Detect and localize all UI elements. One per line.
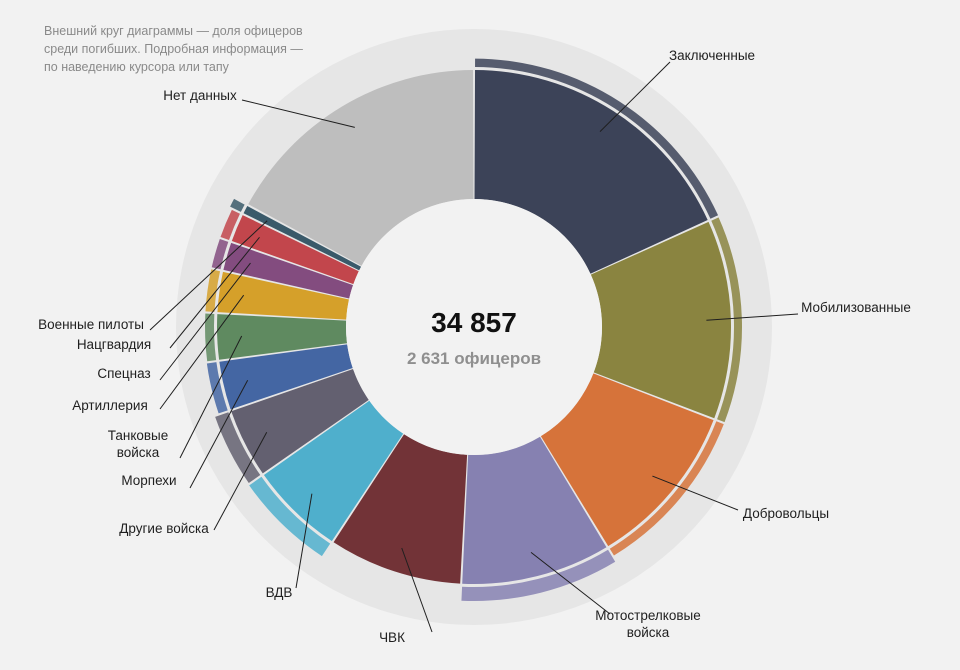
center-officers: 2 631 офицеров xyxy=(407,349,541,368)
slice-4-label: Мотострелковые войска xyxy=(595,608,700,640)
slice-10-leader-line xyxy=(159,294,245,410)
slice-6-leader-line xyxy=(295,493,313,589)
slice-11-officer-segment[interactable] xyxy=(211,238,229,270)
slice-5-leader-line xyxy=(401,547,433,633)
slice-12-label: Нацгвардия xyxy=(77,337,151,352)
center-hole xyxy=(346,199,602,455)
slice-7-leader-line xyxy=(213,432,268,531)
slice-3-wedge[interactable] xyxy=(540,373,714,547)
slice-11-label: Спецназ xyxy=(97,366,150,381)
slice-9-label: Танковые войска xyxy=(108,428,169,460)
slice-4-leader-line xyxy=(530,552,611,615)
slice-14-wedge[interactable] xyxy=(248,70,474,266)
slice-12-officer-segment[interactable] xyxy=(220,209,240,240)
slice-4-officer-segment[interactable] xyxy=(461,549,616,601)
slice-8-label: Морпехи xyxy=(121,473,176,488)
slice-3-officer-segment[interactable] xyxy=(609,421,724,556)
slice-2-leader-line xyxy=(706,313,799,321)
slice-8-leader-line xyxy=(189,379,249,489)
chart-note-line-1: Внешний круг диаграммы — доля офицеров xyxy=(44,24,303,38)
slice-11-leader-line xyxy=(159,262,251,381)
slice-6-wedge[interactable] xyxy=(263,400,404,542)
center-total: 34 857 xyxy=(431,307,517,338)
slice-8-officer-segment[interactable] xyxy=(206,362,228,414)
slice-11-wedge[interactable] xyxy=(223,242,354,299)
slice-13-wedge[interactable] xyxy=(243,205,362,271)
slice-4-wedge[interactable] xyxy=(462,436,607,584)
slice-6-officer-segment[interactable] xyxy=(249,476,331,557)
slice-9-officer-segment[interactable] xyxy=(205,313,217,362)
chart-note-line-3: по наведению курсора или тапу xyxy=(44,60,229,74)
slice-13-leader-line xyxy=(149,220,268,331)
slice-3-label: Добровольцы xyxy=(743,506,829,521)
slice-13-label: Военные пилоты xyxy=(38,317,144,332)
slice-9-leader-line xyxy=(179,335,243,459)
slice-1-officer-segment[interactable] xyxy=(475,58,719,219)
slice-10-wedge[interactable] xyxy=(217,271,349,320)
slice-1-label: Заключенные xyxy=(669,48,755,63)
slice-14-leader-line xyxy=(241,99,355,128)
slice-7-label: Другие войска xyxy=(119,521,209,536)
slice-2-wedge[interactable] xyxy=(590,221,731,419)
chart-note: Внешний круг диаграммы — доля офицеров с… xyxy=(44,22,334,76)
slice-10-label: Артиллерия xyxy=(72,398,148,413)
slice-3-leader-line xyxy=(652,475,739,511)
slice-6-label: ВДВ xyxy=(266,585,293,600)
slice-12-wedge[interactable] xyxy=(231,215,359,285)
slice-2-label: Мобилизованные xyxy=(801,300,911,315)
chart-note-line-2: среди погибших. Подробная информация — xyxy=(44,42,303,56)
slice-13-officer-segment[interactable] xyxy=(230,198,245,212)
slice-14-label: Нет данных xyxy=(163,88,237,103)
slice-labels: Заключенные Мобилизованные Добровольцы Мото… xyxy=(38,48,911,645)
slice-1-wedge[interactable] xyxy=(474,70,708,274)
slice-10-officer-segment[interactable] xyxy=(205,269,221,312)
slice-9-wedge[interactable] xyxy=(217,314,348,360)
slice-5-label: ЧВК xyxy=(379,630,405,645)
slice-5-wedge[interactable] xyxy=(333,434,468,584)
slice-8-wedge[interactable] xyxy=(219,344,353,410)
officer-ring-segments xyxy=(205,58,742,601)
slice-2-officer-segment[interactable] xyxy=(711,217,742,423)
slice-12-leader-line xyxy=(169,237,260,349)
slice-7-wedge[interactable] xyxy=(231,368,369,474)
donut-slices xyxy=(217,70,731,584)
slice-1-leader-line xyxy=(599,61,671,132)
label-leader-lines xyxy=(149,61,799,633)
